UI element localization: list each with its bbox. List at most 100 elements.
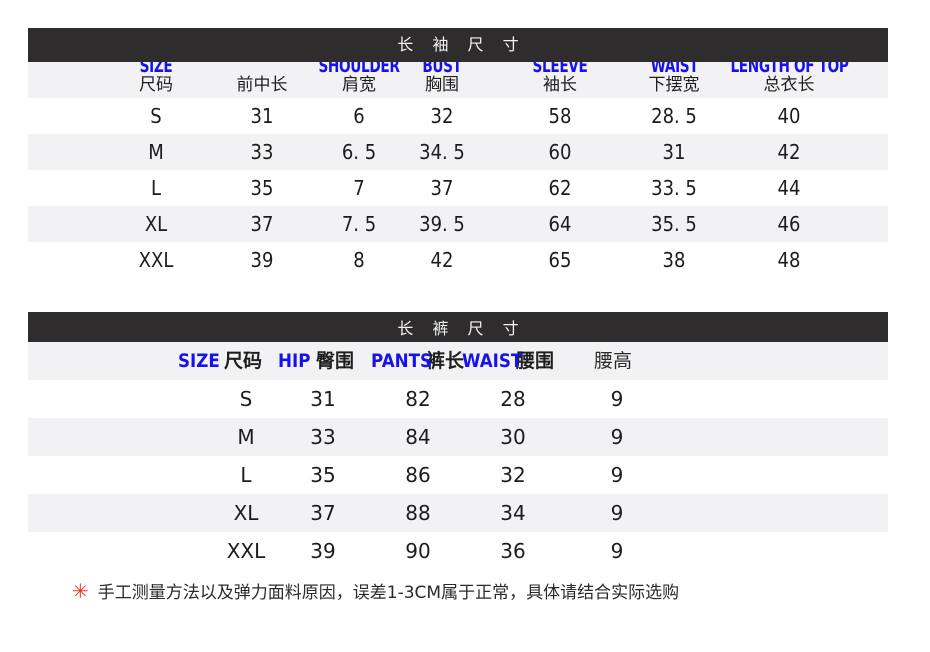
measurement-cell: 7. 5 [341, 212, 377, 236]
column-header-sleeve: SLEEVE 袖长 [532, 57, 587, 96]
pants-column-header-臀围: 臀围 [316, 350, 355, 372]
column-header-length-of-top: LENGTH OF TOP 总衣长 [730, 57, 848, 96]
measurement-cell: 90 [405, 539, 431, 563]
column-header-front-length: 前中长 [237, 75, 288, 95]
measurement-cell: 82 [405, 387, 431, 411]
table-row: XXL 39 90 36 9 [28, 532, 888, 570]
measurement-cell: 44 [777, 176, 801, 200]
size-label-cell: S [239, 387, 253, 411]
long-pants-table-body: S 31 82 28 9 M 33 84 30 9 L 35 86 32 9 XL 37 88 34 9 XXL 39 90… [28, 380, 888, 570]
measurement-cell: 37 [430, 176, 454, 200]
measurement-cell: 9 [610, 387, 624, 411]
long-pants-table-title: 长 裤 尺 寸 [28, 312, 888, 342]
column-header-chinese: 总衣长 [763, 75, 815, 95]
long-sleeve-header-row: SIZE 尺码 前中长 SHOULDER 肩宽 BUST 胸围 SLEEVE 袖长 WAIST 下摆… [28, 57, 888, 98]
measurement-cell: 37 [250, 212, 274, 236]
long-sleeve-size-table: 长 袖 尺 寸 SIZE 尺码 前中长 SHOULDER 肩宽 BUST 胸围 SLEEVE 袖… [28, 28, 888, 278]
size-label-cell: XXL [226, 539, 266, 563]
pants-column-header-裤长: 裤长 [426, 350, 465, 372]
column-header-chinese: 肩宽 [342, 75, 376, 95]
table-row: XXL 39 8 42 65 38 48 [28, 242, 888, 278]
measurement-cell: 32 [500, 463, 526, 487]
pants-column-header-size: SIZE [178, 350, 220, 372]
header-clip-strip [28, 58, 888, 62]
measurement-cell: 64 [548, 212, 572, 236]
size-label-cell: XL [144, 212, 168, 236]
measurement-cell: 31 [310, 387, 336, 411]
column-header-chinese: 袖长 [543, 75, 577, 95]
measurement-cell: 34 [500, 501, 526, 525]
table-row: S 31 6 32 58 28. 5 40 [28, 98, 888, 134]
table-row: XL 37 88 34 9 [28, 494, 888, 532]
measurement-cell: 86 [405, 463, 431, 487]
measurement-cell: 9 [610, 539, 624, 563]
long-sleeve-table-body: S 31 6 32 58 28. 5 40 M 33 6. 5 34. 5 60 31 42 L 35 7 37 6… [28, 98, 888, 278]
measurement-cell: 39 [250, 248, 274, 272]
measurement-cell: 88 [405, 501, 431, 525]
size-label-cell: S [150, 104, 162, 128]
table-row: L 35 7 37 62 33. 5 44 [28, 170, 888, 206]
measurement-cell: 7 [353, 176, 365, 200]
size-label-cell: XXL [138, 248, 174, 272]
measurement-cell: 62 [548, 176, 572, 200]
size-label-cell: L [240, 463, 252, 487]
table-row: M 33 84 30 9 [28, 418, 888, 456]
measurement-cell: 35. 5 [651, 212, 697, 236]
measurement-cell: 39. 5 [419, 212, 465, 236]
asterisk-icon: ✳ [72, 579, 89, 603]
measurement-cell: 65 [548, 248, 572, 272]
column-header-chinese: 前中长 [236, 75, 288, 95]
pants-column-header-腰高: 腰高 [594, 350, 633, 372]
pants-column-header-腰围: 腰围 [516, 350, 555, 372]
column-header-size: SIZE 尺码 [139, 57, 173, 96]
pants-column-header-hip: HIP [278, 350, 311, 372]
measurement-cell: 6. 5 [341, 140, 377, 164]
measurement-cell: 9 [610, 501, 624, 525]
measurement-cell: 36 [500, 539, 526, 563]
measurement-cell: 33. 5 [651, 176, 697, 200]
measurement-cell: 42 [777, 140, 801, 164]
measurement-cell: 84 [405, 425, 431, 449]
measurement-cell: 28. 5 [651, 104, 697, 128]
column-header-bust: BUST 胸围 [422, 57, 462, 96]
measurement-cell: 6 [353, 104, 365, 128]
long-pants-size-table: 长 裤 尺 寸 SIZE 尺码 HIP 臀围 PANTS 裤长 WAIST 腰围 腰高 S 31 8… [28, 312, 888, 570]
column-header-chinese: 胸围 [425, 75, 459, 95]
measurement-cell: 33 [250, 140, 274, 164]
measurement-cell: 9 [610, 425, 624, 449]
measurement-cell: 58 [548, 104, 572, 128]
size-label-cell: M [237, 425, 255, 449]
measurement-cell: 40 [777, 104, 801, 128]
column-header-waist: WAIST 下摆宽 [648, 57, 700, 96]
long-sleeve-table-title: 长 袖 尺 寸 [28, 28, 888, 58]
disclaimer-text: 手工测量方法以及弹力面料原因，误差1-3CM属于正常，具体请结合实际选购 [97, 583, 680, 603]
measurement-cell: 31 [662, 140, 686, 164]
size-label-cell: M [148, 140, 164, 164]
measurement-cell: 34. 5 [419, 140, 465, 164]
table-row: S 31 82 28 9 [28, 380, 888, 418]
measurement-cell: 35 [250, 176, 274, 200]
measurement-cell: 33 [310, 425, 336, 449]
measurement-cell: 28 [500, 387, 526, 411]
table-row: L 35 86 32 9 [28, 456, 888, 494]
measurement-cell: 9 [610, 463, 624, 487]
measurement-cell: 8 [353, 248, 365, 272]
measurement-cell: 48 [777, 248, 801, 272]
measurement-cell: 38 [662, 248, 686, 272]
measurement-cell: 30 [500, 425, 526, 449]
column-header-shoulder: SHOULDER 肩宽 [318, 57, 399, 96]
column-header-chinese: 下摆宽 [648, 75, 700, 95]
table-row: M 33 6. 5 34. 5 60 31 42 [28, 134, 888, 170]
measurement-cell: 31 [250, 104, 274, 128]
pants-column-header-pants: PANTS [371, 350, 433, 372]
size-label-cell: XL [233, 501, 259, 525]
long-pants-header-row: SIZE 尺码 HIP 臀围 PANTS 裤长 WAIST 腰围 腰高 [28, 342, 888, 380]
pants-column-header-尺码: 尺码 [224, 350, 263, 372]
measurement-cell: 32 [430, 104, 454, 128]
measurement-cell: 35 [310, 463, 336, 487]
measurement-cell: 39 [310, 539, 336, 563]
column-header-chinese: 尺码 [139, 75, 173, 95]
measurement-cell: 37 [310, 501, 336, 525]
measurement-cell: 60 [548, 140, 572, 164]
